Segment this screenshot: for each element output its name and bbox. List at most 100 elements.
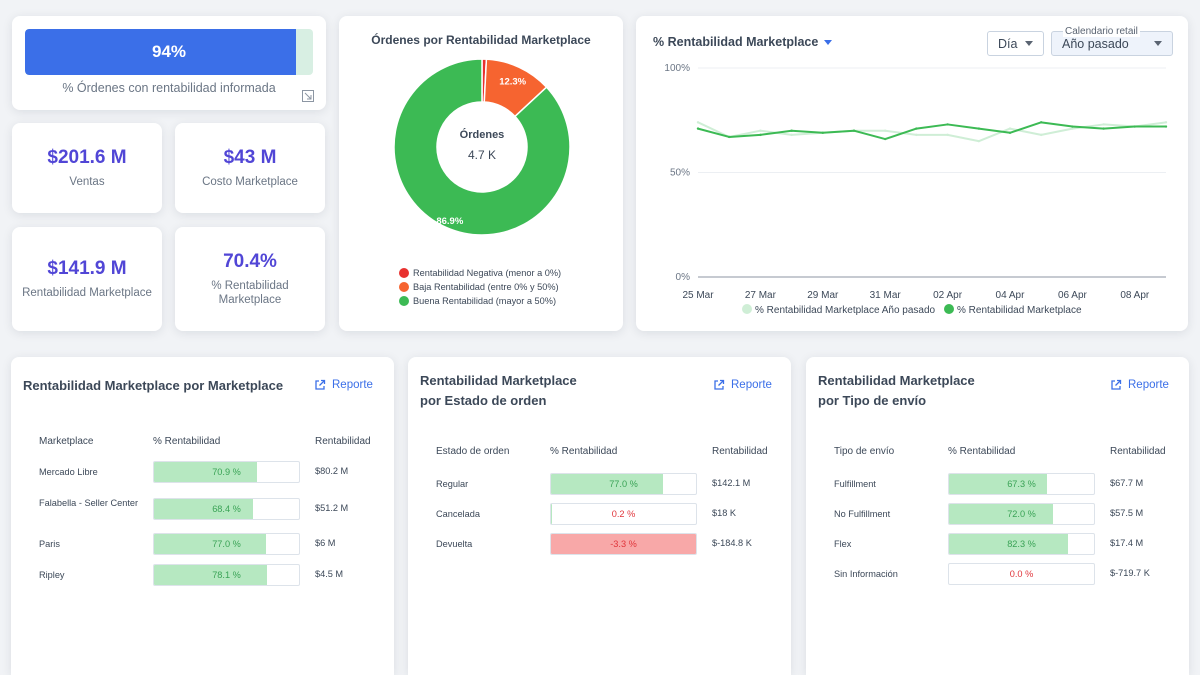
table-header: Rentabilidad [1110, 446, 1166, 457]
pct-bar-fill [154, 462, 257, 482]
reporte-link[interactable]: Reporte [1110, 379, 1169, 391]
expand-icon[interactable] [302, 90, 314, 102]
table-row-value: $4.5 M [315, 569, 344, 579]
table-row-value: $57.5 M [1110, 508, 1144, 518]
period-select-value: Día [998, 36, 1018, 51]
external-link-icon [1111, 379, 1122, 390]
data-point [759, 129, 762, 132]
data-point [946, 123, 949, 126]
legend-label: Rentabilidad Negativa (menor a 0%) [413, 268, 562, 278]
legend-item-negative[interactable]: Rentabilidad Negativa (menor a 0%) [399, 266, 561, 280]
donut-center-title: Órdenes [460, 128, 505, 141]
pct-bar-fill [949, 504, 1054, 524]
data-point [821, 131, 824, 134]
y-tick-label: 100% [664, 63, 690, 74]
data-point [946, 133, 949, 137]
data-point [915, 133, 918, 137]
table-row-value: $67.7 M [1110, 478, 1144, 488]
data-point [1164, 125, 1168, 128]
progress-value: 94% [151, 42, 187, 61]
pct-bar-fill [949, 534, 1069, 554]
donut-title: Órdenes por Rentabilidad Marketplace [371, 33, 591, 47]
pct-value: 0.0 % [1009, 569, 1034, 579]
table-row-label: Falabella - Seller Center [39, 498, 139, 508]
reporte-link[interactable]: Reporte [314, 379, 373, 391]
data-point [728, 135, 731, 139]
kpi-value: $201.6 M [47, 147, 127, 168]
legend-dot [399, 268, 409, 278]
line-chart-title-text: % Rentabilidad Marketplace [653, 35, 819, 49]
pct-bar: 0.0 % [948, 563, 1095, 585]
calendar-select-label: Calendario retail [1063, 26, 1140, 37]
table-title-line: por Tipo de envío [818, 393, 927, 408]
data-point [1164, 121, 1168, 124]
y-tick-label: 0% [676, 272, 691, 283]
external-link-icon [714, 379, 725, 390]
legend-item-good[interactable]: Buena Rentabilidad (mayor a 50%) [399, 294, 561, 308]
reporte-link[interactable]: Reporte [713, 379, 772, 391]
kpi-value: $141.9 M [47, 258, 127, 279]
table-row-label: Ripley [39, 570, 65, 580]
table-row-label: Regular [436, 479, 469, 489]
data-point [1008, 131, 1012, 134]
kpi-value: 70.4% [223, 251, 277, 272]
x-tick-label: 06 Apr [1058, 290, 1088, 301]
legend-dot [399, 296, 409, 306]
legend-dot [399, 282, 409, 292]
pct-bar: 82.3 % [948, 533, 1095, 555]
table-row-label: Paris [39, 539, 60, 549]
data-point [1102, 127, 1105, 130]
table-row-value: $17.4 M [1110, 538, 1144, 548]
line-chart-title[interactable]: % Rentabilidad Marketplace [653, 35, 833, 49]
data-point [977, 127, 980, 130]
legend-label: Buena Rentabilidad (mayor a 50%) [413, 296, 556, 306]
x-tick-label: 29 Mar [807, 290, 839, 301]
pct-bar: 68.4 % [153, 498, 300, 520]
data-point [1071, 125, 1074, 128]
kpi-value: $43 M [223, 147, 277, 168]
table-row-value: $18 K [712, 508, 737, 518]
donut-chart: 12.3% 86.9% Órdenes 4.7 K [393, 58, 571, 236]
x-tick-label: 25 Mar [682, 290, 714, 301]
kpi-costo-marketplace: $43 M Costo Marketplace [175, 123, 325, 213]
data-point [696, 127, 700, 130]
table-header: Tipo de envío [834, 446, 895, 457]
period-select[interactable]: Día [987, 31, 1044, 56]
x-tick-label: 02 Apr [933, 290, 963, 301]
progress-bar-fill [25, 29, 296, 75]
progress-bar: 94% [25, 29, 313, 75]
kpi-label: Costo Marketplace [202, 176, 298, 188]
table-row-label: Cancelada [436, 509, 480, 519]
x-tick-label: 04 Apr [996, 290, 1026, 301]
pct-bar-fill [154, 534, 266, 554]
x-tick-label: 27 Mar [745, 290, 777, 301]
kpi-label: Ventas [69, 176, 105, 188]
pct-bar-fill [949, 474, 1047, 494]
pct-value: 70.9 % [212, 467, 241, 477]
data-point [884, 129, 887, 132]
pct-value: 78.1 % [212, 570, 241, 580]
pct-bar-fill [154, 565, 268, 585]
pct-value: 68.4 % [212, 504, 241, 514]
chevron-down-icon [1154, 41, 1162, 46]
table-title: Rentabilidad Marketplace por Estado de or… [420, 371, 700, 411]
pct-bar-fill [551, 474, 663, 494]
line-chart: 0% 50% 100% 25 Mar 27 Mar 29 Mar 31 Mar 02 Apr 0… [664, 63, 1168, 316]
data-point [1102, 123, 1105, 126]
legend-label: % Rentabilidad Marketplace [957, 305, 1082, 316]
pct-value: 77.0 % [609, 479, 638, 489]
pct-bar: 78.1 % [153, 564, 300, 586]
table-row-label: Sin Información [834, 569, 898, 579]
chevron-down-icon [1025, 41, 1033, 46]
reporte-label: Reporte [1128, 379, 1169, 391]
data-point [852, 129, 856, 132]
pct-value: -3.3 % [610, 539, 637, 549]
kpi-rentabilidad-marketplace: $141.9 M Rentabilidad Marketplace [12, 227, 162, 331]
reporte-label: Reporte [731, 379, 772, 391]
series-line [697, 121, 1166, 141]
table-header: % Rentabilidad [948, 446, 1016, 457]
x-tick-label: 31 Mar [870, 290, 902, 301]
table-row-value: $6 M [315, 538, 336, 548]
table-row-value: $-184.8 K [712, 538, 752, 548]
legend-item-low[interactable]: Baja Rentabilidad (entre 0% y 50%) [399, 280, 561, 294]
